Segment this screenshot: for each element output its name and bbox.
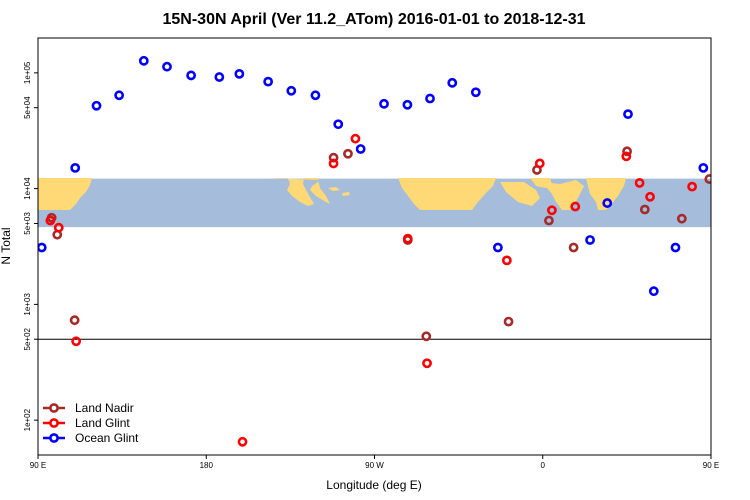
- ocean-glint-point: [602, 198, 613, 208]
- ocean-glint-point: [623, 109, 633, 120]
- land-glint-point: [570, 201, 581, 212]
- ocean-glint-point: [38, 242, 47, 253]
- x-tick-label: 90 E: [703, 461, 719, 470]
- legend-label-ocean-glint: Ocean Glint: [75, 431, 139, 445]
- ocean-glint-point: [492, 242, 503, 253]
- land-nadir-point: [544, 215, 554, 226]
- land-glint-point: [402, 233, 413, 244]
- land-glint-point: [687, 181, 698, 192]
- ocean-glint-point: [214, 72, 225, 82]
- y-tick-label: 1e+04: [23, 177, 32, 200]
- land-nadir-point: [676, 213, 687, 224]
- land-mexico: [270, 178, 330, 206]
- land-caribbean: [328, 187, 350, 196]
- land-arabia: [500, 182, 540, 206]
- land-glint-point: [621, 151, 632, 162]
- y-tick-label: 5e+02: [23, 327, 32, 350]
- legend-marker-land-nadir: [49, 403, 59, 413]
- land-nadir-point: [622, 146, 632, 157]
- legend-marker-ocean-glint: [49, 433, 59, 443]
- y-tick-label: 1e+02: [23, 408, 32, 431]
- y-axis-label: N Total: [0, 227, 13, 264]
- ocean-glint-point: [447, 77, 458, 88]
- y-tick-label: 1e+03: [23, 293, 32, 316]
- land-glint-point: [534, 158, 545, 169]
- y-axis: 1e+02 5e+02 1e+03 5e+03 1e+04 5e+04 1e+05: [23, 61, 38, 431]
- ocean-glint-point: [470, 87, 481, 98]
- x-tick-label: 180: [200, 461, 214, 470]
- ocean-glint-point: [91, 100, 102, 111]
- land-glint-point: [501, 255, 512, 266]
- ocean-glint-point: [425, 93, 435, 104]
- land-africa: [398, 178, 496, 210]
- land-nadir-point: [704, 174, 711, 184]
- land-nadir-point: [503, 316, 514, 327]
- ocean-glint-point: [333, 119, 344, 130]
- y-tick-label: 5e+04: [23, 96, 32, 119]
- ocean-glint-point: [114, 90, 125, 101]
- data-points: [38, 55, 750, 447]
- land-southeast-asia: [586, 178, 626, 210]
- ocean-glint-point: [70, 162, 81, 173]
- ocean-glint-point: [402, 99, 413, 110]
- land-asia-left: [38, 178, 92, 210]
- ocean-glint-point: [379, 98, 389, 109]
- land-nadir-point: [639, 204, 650, 215]
- y-tick-label: 5e+03: [23, 212, 32, 235]
- land-nadir-point: [568, 242, 579, 253]
- land-glint-point: [731, 217, 738, 224]
- ocean-glint-point: [234, 68, 245, 79]
- chart-title: 15N-30N April (Ver 11.2_ATom) 2016-01-01…: [162, 11, 585, 28]
- land-nadir-point: [328, 152, 339, 163]
- x-tick-label: 0: [541, 461, 546, 470]
- x-tick-label: 90 E: [30, 461, 46, 470]
- plot-frame: [37, 37, 712, 456]
- land-nadir-point: [734, 214, 741, 221]
- legend-label-land-nadir: Land Nadir: [75, 401, 134, 415]
- land-glint-point: [71, 336, 82, 347]
- x-tick-label: 90 W: [365, 461, 384, 470]
- ocean-glint-point: [186, 70, 197, 81]
- land-glint-point: [547, 205, 557, 216]
- ocean-glint-point: [670, 242, 681, 253]
- ocean-glint-point: [162, 61, 172, 72]
- y-tick-label: 1e+05: [23, 61, 32, 84]
- land-glint-point: [45, 215, 56, 226]
- ocean-glint-point: [286, 85, 297, 96]
- ocean-glint-point: [743, 92, 750, 99]
- land-glint-point: [237, 436, 248, 447]
- legend-label-land-glint: Land Glint: [75, 416, 130, 430]
- land-nadir-point: [343, 148, 353, 159]
- ocean-glint-point: [585, 235, 595, 245]
- ocean-glint-point: [138, 55, 149, 66]
- land-glint-point: [53, 222, 64, 233]
- ocean-glint-point: [720, 102, 727, 109]
- land-glint-point: [350, 133, 361, 144]
- land-nadir-point: [421, 331, 432, 342]
- land-glint-point: [645, 191, 655, 202]
- ocean-glint-point: [698, 162, 709, 173]
- ocean-glint-point: [648, 286, 659, 297]
- land-glint-point: [422, 358, 432, 369]
- x-axis: 90 E 180 90 W 0 90 E: [30, 455, 719, 470]
- ocean-glint-point: [263, 76, 274, 87]
- ocean-glint-point: [355, 144, 366, 154]
- land-glint-point: [328, 158, 339, 169]
- land-glint-point: [634, 178, 645, 188]
- ocean-glint-point: [310, 90, 321, 101]
- x-axis-label: Longitude (deg E): [326, 478, 421, 492]
- legend-marker-land-glint: [49, 418, 59, 428]
- land-nadir-point: [69, 315, 80, 326]
